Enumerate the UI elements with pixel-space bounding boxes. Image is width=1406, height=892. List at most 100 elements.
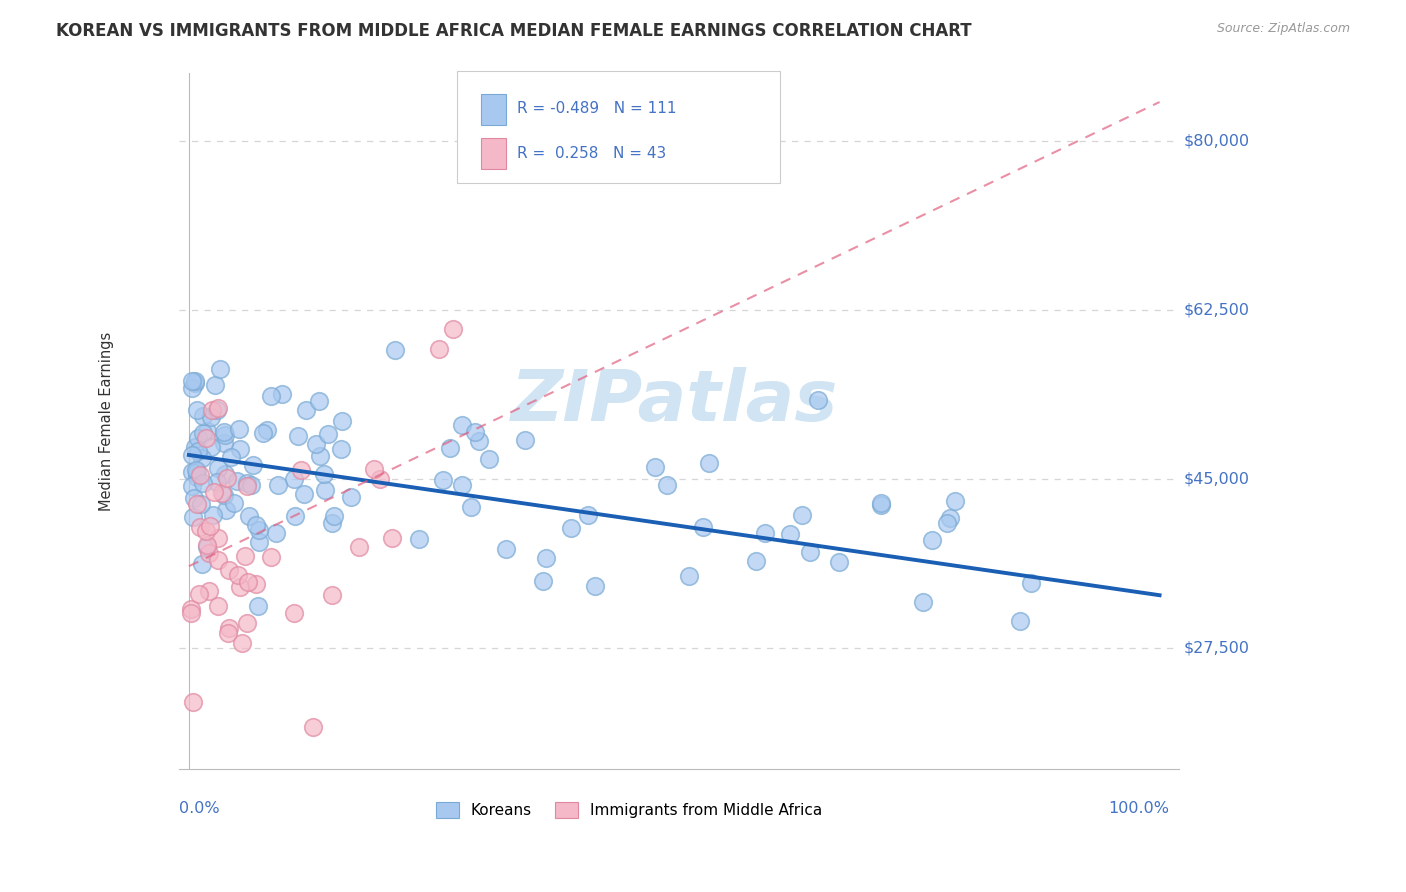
Point <box>190 496 212 510</box>
Text: Median Female Earnings: Median Female Earnings <box>98 332 114 511</box>
Point <box>229 580 252 594</box>
Point <box>236 475 259 490</box>
Point <box>200 410 222 425</box>
Point <box>308 394 330 409</box>
Point <box>245 576 267 591</box>
Point <box>330 442 353 456</box>
Point <box>468 434 491 449</box>
Text: 100.0%: 100.0% <box>1108 801 1170 815</box>
Point <box>799 545 821 559</box>
Point <box>790 508 813 522</box>
Point <box>534 550 557 565</box>
Text: 0.0%: 0.0% <box>179 801 219 815</box>
Point <box>576 508 599 522</box>
Point <box>267 478 290 492</box>
Point <box>188 467 211 482</box>
Point <box>912 595 935 609</box>
Point <box>368 472 391 486</box>
Point <box>870 498 893 512</box>
Point <box>451 418 474 433</box>
Point <box>935 516 957 530</box>
Point <box>247 523 270 537</box>
Point <box>252 425 274 440</box>
Point <box>381 531 404 545</box>
Point <box>207 403 229 417</box>
Text: R = -0.489   N = 111: R = -0.489 N = 111 <box>517 102 676 116</box>
Point <box>330 414 353 428</box>
Point <box>202 484 225 499</box>
Point <box>305 437 328 451</box>
Point <box>180 606 202 620</box>
Point <box>678 569 700 583</box>
Point <box>314 467 336 481</box>
Point <box>236 479 259 493</box>
Point <box>195 538 218 552</box>
Point <box>186 402 208 417</box>
Point <box>195 424 218 438</box>
Point <box>238 509 260 524</box>
Point <box>195 540 218 554</box>
Text: KOREAN VS IMMIGRANTS FROM MIDDLE AFRICA MEDIAN FEMALE EARNINGS CORRELATION CHART: KOREAN VS IMMIGRANTS FROM MIDDLE AFRICA … <box>56 22 972 40</box>
Text: ZIPatlas: ZIPatlas <box>510 368 838 436</box>
Text: Source: ZipAtlas.com: Source: ZipAtlas.com <box>1216 22 1350 36</box>
Point <box>513 433 536 447</box>
Point <box>193 476 215 491</box>
Text: $80,000: $80,000 <box>1184 133 1250 148</box>
Point <box>187 587 209 601</box>
Point <box>222 496 245 510</box>
Point <box>283 472 305 486</box>
Text: $27,500: $27,500 <box>1184 641 1250 656</box>
Point <box>384 343 406 357</box>
Point <box>214 436 236 450</box>
Point <box>247 534 270 549</box>
Point <box>408 532 430 546</box>
Point <box>183 491 205 506</box>
Point <box>235 549 257 564</box>
Point <box>242 458 264 472</box>
Point <box>217 471 239 485</box>
Point <box>644 459 666 474</box>
Point <box>779 527 801 541</box>
Point <box>256 424 278 438</box>
Point <box>697 456 720 470</box>
Point <box>214 427 236 442</box>
Point <box>441 322 464 336</box>
Point <box>188 520 211 534</box>
Point <box>921 533 943 547</box>
Point <box>200 440 222 454</box>
Point <box>186 497 208 511</box>
Point <box>283 606 305 620</box>
Point <box>214 467 236 481</box>
Point <box>316 427 339 442</box>
Point <box>228 422 250 436</box>
Point <box>464 425 486 439</box>
Point <box>218 563 240 577</box>
Point <box>451 478 474 492</box>
Point <box>180 374 202 388</box>
Text: R =  0.258   N = 43: R = 0.258 N = 43 <box>517 146 666 161</box>
Point <box>938 511 960 525</box>
Point <box>247 599 270 614</box>
Point <box>308 449 330 463</box>
Point <box>229 442 252 456</box>
Point <box>231 636 253 650</box>
Point <box>198 546 221 560</box>
Point <box>301 719 323 733</box>
Point <box>363 461 385 475</box>
Point <box>245 517 267 532</box>
Point <box>266 525 288 540</box>
Point <box>186 463 208 477</box>
Point <box>198 519 221 533</box>
Point <box>655 477 678 491</box>
Point <box>321 588 343 602</box>
Point <box>290 463 312 477</box>
Point <box>287 429 309 443</box>
Point <box>1019 576 1042 591</box>
Point <box>205 475 228 489</box>
Point <box>260 549 283 564</box>
Text: $62,500: $62,500 <box>1184 302 1250 318</box>
Point <box>583 580 606 594</box>
Point <box>201 508 224 523</box>
Point <box>212 425 235 439</box>
Point <box>271 387 294 401</box>
